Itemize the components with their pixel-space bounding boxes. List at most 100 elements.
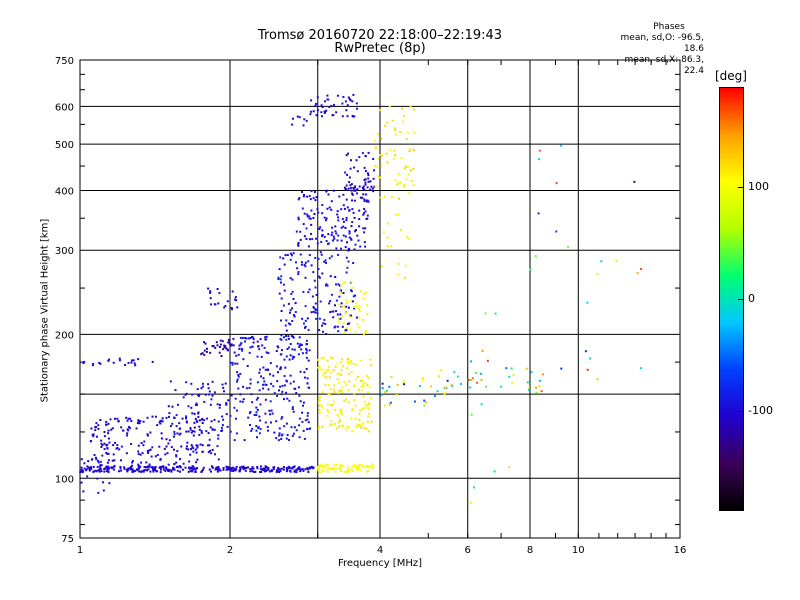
data-point [176,432,179,435]
data-point [348,380,351,383]
data-point [103,470,106,473]
data-point [217,434,220,437]
data-point [266,425,269,428]
data-point [96,477,99,480]
data-point [333,103,335,106]
data-point [342,282,345,285]
data-point [329,387,332,390]
data-point [311,238,314,241]
data-point [336,325,339,328]
data-point [95,422,98,425]
data-point [290,335,293,337]
data-point [308,217,311,220]
data-point [348,315,351,318]
data-point [210,303,212,306]
data-point [404,264,407,267]
data-point [285,422,288,425]
data-point [538,379,541,382]
data-point [321,212,324,215]
data-point [123,467,126,470]
data-point [280,319,282,322]
data-point [249,468,252,470]
data-point [213,428,216,431]
data-point [364,331,367,334]
data-point [219,469,222,472]
data-point [345,216,348,219]
data-point [189,469,192,472]
data-point [256,396,259,399]
data-point [264,338,267,341]
data-point [107,471,110,474]
data-point [402,379,405,382]
data-point [125,452,128,455]
data-point [289,354,292,357]
data-point [403,167,406,170]
data-point [316,96,319,99]
data-point [389,148,392,151]
data-point [393,149,396,152]
data-point [256,408,259,411]
data-point [332,468,335,471]
data-point [107,432,110,435]
data-point [261,344,264,347]
data-point [350,417,353,420]
data-point [242,398,245,401]
data-point [262,383,265,386]
data-point [363,426,365,429]
data-point [403,277,406,279]
data-point [305,352,308,354]
data-point [227,399,230,402]
data-point [340,373,343,376]
data-point [100,442,103,445]
data-point [209,351,212,354]
data-point [236,409,238,412]
data-point [173,468,176,471]
data-point [291,254,293,257]
data-point [358,305,361,308]
colorbar-tick-label: 100 [748,180,769,194]
data-point [259,403,262,406]
data-point [346,115,349,118]
data-point [352,469,354,472]
data-point [277,467,280,469]
data-point [108,358,110,361]
data-point [86,467,89,470]
data-point [92,435,95,438]
data-point [107,359,110,362]
data-point [112,444,115,447]
data-point [351,221,354,223]
data-point [341,413,343,416]
data-point [320,357,323,360]
data-point [103,467,106,470]
data-point [413,132,416,135]
data-point [354,404,357,407]
data-point [291,278,294,281]
data-point [289,343,292,345]
data-point [302,469,305,472]
data-point [159,468,162,471]
data-point [179,458,181,461]
chart-title: Tromsø 20160720 22:18:00–22:19:43 [257,28,503,43]
data-point [146,416,149,419]
data-point [322,464,324,467]
y-axis-label: Stationary phase Virtual Height [km] [39,218,51,403]
data-point [346,326,348,329]
data-point [348,232,351,235]
data-point [145,461,148,464]
x-tick-label: 8 [527,545,533,556]
data-point [283,263,286,266]
data-point [333,400,335,403]
data-point [276,395,279,397]
data-point [252,336,255,339]
data-point [189,428,192,431]
data-point [322,330,324,333]
data-point [320,404,323,407]
data-point [395,213,397,216]
data-point [348,322,351,325]
data-point [102,489,105,492]
data-point [151,415,154,418]
data-point [310,190,313,192]
data-point [277,276,280,279]
data-point [335,247,338,250]
data-point [305,227,308,230]
